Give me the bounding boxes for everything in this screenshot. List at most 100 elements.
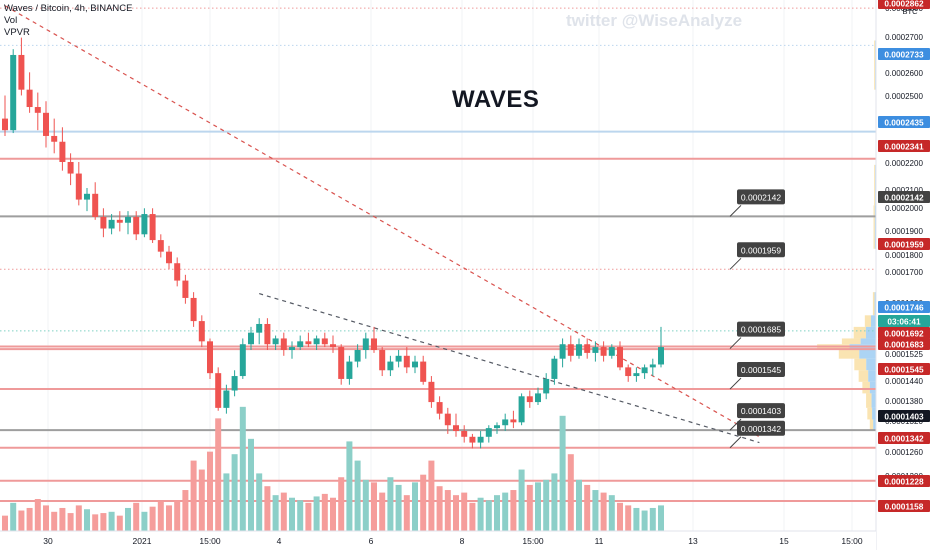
candle-body xyxy=(149,214,156,241)
price-tag-label: 0.0002142 xyxy=(884,193,924,203)
trendline xyxy=(4,5,760,438)
volume-bar xyxy=(387,477,394,531)
time-axis-panel xyxy=(0,531,876,550)
vpvr-bar-up xyxy=(860,338,876,345)
price-tag xyxy=(878,238,930,250)
symbol-label[interactable]: Waves / Bitcoin, 4h, BINANCE xyxy=(4,3,133,14)
vpvr-bar-up xyxy=(868,370,876,382)
price-tag xyxy=(878,116,930,128)
candle-body xyxy=(190,297,197,322)
price-tag-label: 0.0002733 xyxy=(884,50,924,60)
volume-bar xyxy=(371,482,377,531)
volume-bar xyxy=(116,515,123,531)
volume-bar xyxy=(256,473,263,531)
volume-bar xyxy=(518,469,525,531)
volume-bar xyxy=(264,486,271,531)
callout-box xyxy=(737,189,785,205)
candle-body xyxy=(248,332,254,345)
candle-body xyxy=(625,367,632,377)
volume-bar xyxy=(608,495,615,531)
candle-body xyxy=(617,347,623,368)
candle-body xyxy=(10,54,17,131)
candle-body xyxy=(133,216,140,235)
candle-body xyxy=(641,367,648,374)
volume-bar xyxy=(649,507,656,531)
volume-bar xyxy=(477,497,484,531)
candle-body xyxy=(313,338,320,345)
volume-bar xyxy=(297,500,304,531)
volume-bar xyxy=(239,406,246,531)
x-tick-label: 30 xyxy=(43,536,53,546)
vpvr-bar-up xyxy=(866,358,876,371)
volume-bar xyxy=(461,492,468,531)
volume-bar xyxy=(321,493,328,531)
y-tick-label: 0.0001440 xyxy=(885,377,923,386)
candle-body xyxy=(84,193,90,200)
volume-bar xyxy=(428,460,435,531)
callout-box xyxy=(737,321,785,337)
candle-body xyxy=(174,263,181,281)
volume-bar xyxy=(543,479,550,531)
price-tag xyxy=(878,500,930,512)
candle-body xyxy=(576,344,582,356)
price-tag-label: 0.0002341 xyxy=(884,142,924,152)
volume-bar xyxy=(166,505,172,531)
volume-bar xyxy=(231,454,238,531)
vpvr-bar-up xyxy=(865,326,876,339)
volume-bar xyxy=(108,511,115,531)
volume-bar xyxy=(526,484,533,531)
vpvr-indicator-label[interactable]: VPVR xyxy=(4,27,30,38)
vpvr-bar-down xyxy=(858,370,869,382)
x-tick-label: 15 xyxy=(779,536,789,546)
price-tag-label: 0.0001683 xyxy=(884,340,924,350)
chart-legend: Waves / Bitcoin, 4h, BINANCE Vol VPVR xyxy=(4,3,132,39)
volume-bar xyxy=(485,500,492,531)
volume-bar xyxy=(207,451,213,531)
volume-bar xyxy=(444,490,451,531)
volume-bar xyxy=(362,479,369,531)
callout-label: 0.0002142 xyxy=(741,192,781,202)
volume-bar xyxy=(223,473,230,531)
callout-pointer xyxy=(729,377,742,390)
volume-bar xyxy=(10,502,17,531)
volume-bar xyxy=(412,482,418,531)
candle-body xyxy=(280,338,287,351)
vpvr-bar-down xyxy=(862,381,870,394)
candle-body xyxy=(387,361,394,371)
volume-bar xyxy=(576,479,582,531)
callout-pointer xyxy=(729,257,742,270)
candle-body xyxy=(543,378,550,394)
price-tag xyxy=(878,475,930,487)
price-tag xyxy=(878,338,930,350)
candle-body xyxy=(346,361,353,379)
volume-bar xyxy=(43,505,49,531)
callout-label: 0.0001685 xyxy=(741,325,781,335)
candle-body xyxy=(535,393,541,403)
volume-bar xyxy=(625,505,632,531)
price-axis-panel xyxy=(876,0,932,550)
candle-body xyxy=(272,338,279,345)
price-tag-label: 0.0001403 xyxy=(884,412,924,422)
price-tag-label: 0.0001692 xyxy=(884,329,924,339)
price-tag-label: 0.0002862 xyxy=(884,0,924,9)
candle-body xyxy=(436,402,443,414)
volume-bar xyxy=(395,484,402,531)
candle-body xyxy=(444,413,451,426)
vpvr-bar-up xyxy=(872,407,876,420)
volume-bar xyxy=(420,474,427,531)
candle-body xyxy=(330,344,336,348)
candle-body xyxy=(256,323,263,333)
vpvr-bar-down xyxy=(854,358,867,371)
x-tick-label: 13 xyxy=(688,536,698,546)
volume-bar xyxy=(67,513,74,531)
volume-indicator-label[interactable]: Vol xyxy=(4,15,18,26)
candle-body xyxy=(264,323,271,345)
price-tag-label: 0.0001545 xyxy=(884,365,924,375)
volume-bar xyxy=(92,514,99,531)
price-tag-label: 0.0002435 xyxy=(884,118,924,128)
candle-body xyxy=(592,347,599,353)
callout-box xyxy=(737,420,785,436)
candle-body xyxy=(477,436,484,443)
candle-body xyxy=(26,89,33,108)
